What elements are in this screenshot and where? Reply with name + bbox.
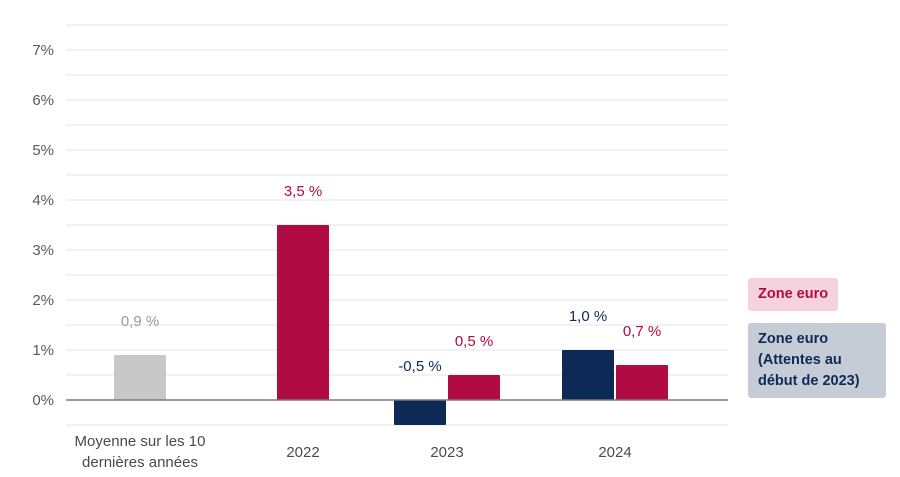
category-label-line: Moyenne sur les 10 — [75, 433, 206, 450]
bar-expectations — [562, 350, 614, 400]
legend-zone-euro-expectations: Zone euro (Attentes au début de 2023) — [748, 323, 886, 398]
category-label: 2023 — [430, 444, 463, 461]
bar-expectations-label: 1,0 % — [569, 308, 607, 325]
bar-average-label: 0,9 % — [121, 313, 159, 330]
y-tick-label: 2% — [32, 292, 54, 309]
y-axis-ticks: 0% 1% 2% 3% 4% 5% 6% 7% — [32, 42, 54, 409]
bar-zone-euro — [448, 375, 500, 400]
category-label: Moyenne sur les 10 dernières années — [75, 433, 206, 471]
bar-zone-euro-label: 0,5 % — [455, 333, 493, 350]
bar-zone-euro — [616, 365, 668, 400]
bar-zone-euro-label: 0,7 % — [623, 323, 661, 340]
legend-zone-euro: Zone euro — [748, 278, 839, 311]
category-label-line: 2024 — [598, 444, 631, 461]
bar-expectations-label: -0,5 % — [398, 358, 441, 375]
y-tick-label: 0% — [32, 392, 54, 409]
data-labels: 0,9 % 3,5 % -0,5 % 0,5 % 1,0 % 0,7 % — [121, 183, 661, 375]
y-tick-label: 3% — [32, 242, 54, 259]
bars — [114, 225, 668, 425]
y-tick-label: 1% — [32, 342, 54, 359]
bar-zone-euro — [277, 225, 329, 400]
category-label-line: dernières années — [82, 454, 198, 471]
y-tick-label: 4% — [32, 192, 54, 209]
y-tick-label: 6% — [32, 92, 54, 109]
category-label-line: 2023 — [430, 444, 463, 461]
y-tick-label: 7% — [32, 42, 54, 59]
bar-zone-euro-label: 3,5 % — [284, 183, 322, 200]
category-label: 2022 — [286, 444, 319, 461]
category-label-line: 2022 — [286, 444, 319, 461]
gridlines — [66, 24, 728, 426]
x-axis-categories: Moyenne sur les 10 dernières années 2022 20… — [75, 433, 632, 471]
bar-average — [114, 355, 166, 400]
y-tick-label: 5% — [32, 142, 54, 159]
bar-expectations — [394, 400, 446, 425]
category-label: 2024 — [598, 444, 631, 461]
